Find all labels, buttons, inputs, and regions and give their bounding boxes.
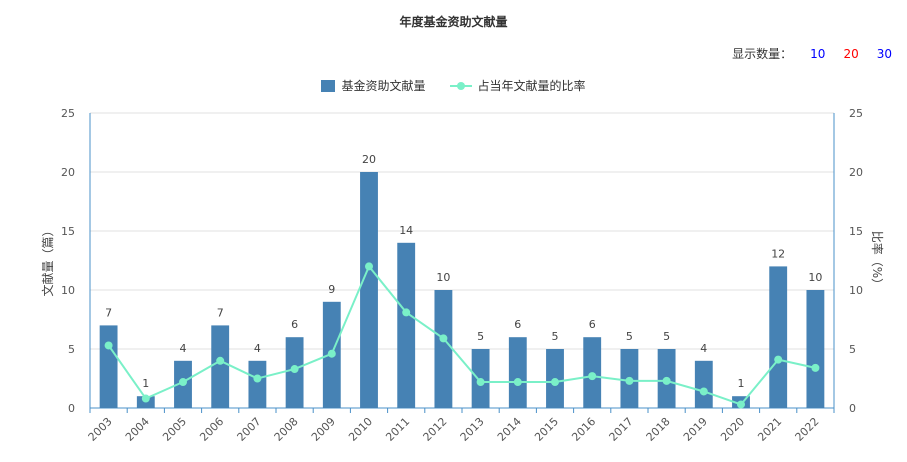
x-tick-label: 2011 bbox=[383, 415, 412, 444]
x-tick-label: 2004 bbox=[123, 415, 152, 444]
x-tick-label: 2020 bbox=[718, 415, 747, 444]
x-tick-label: 2022 bbox=[793, 415, 822, 444]
line-point bbox=[625, 376, 634, 385]
bar bbox=[397, 242, 416, 408]
x-tick-label: 2014 bbox=[495, 415, 524, 444]
y-left-tick-label: 25 bbox=[61, 107, 75, 120]
bar bbox=[508, 337, 527, 408]
line-point bbox=[588, 372, 597, 381]
legend-line-label: 占当年文献量的比率 bbox=[477, 79, 586, 93]
chart-legend: 基金资助文献量 占当年文献量的比率 bbox=[0, 77, 907, 94]
x-tick-label: 2012 bbox=[421, 415, 450, 444]
line-point bbox=[327, 349, 336, 358]
bar-value-label: 1 bbox=[738, 377, 745, 390]
bar bbox=[360, 172, 378, 408]
y-right-tick-label: 20 bbox=[849, 166, 863, 179]
line-point bbox=[179, 378, 187, 387]
bar-value-label: 9 bbox=[328, 283, 335, 296]
legend-line-swatch bbox=[449, 80, 472, 92]
y-right-tick-label: 25 bbox=[849, 107, 863, 120]
legend-item-line-series[interactable]: 占当年文献量的比率 bbox=[449, 77, 586, 94]
bar-value-label: 1 bbox=[142, 377, 149, 390]
line-point bbox=[104, 341, 113, 350]
bar-value-label: 6 bbox=[291, 318, 298, 331]
display-count-selector: 显示数量： 10 20 30 bbox=[732, 45, 892, 62]
bar bbox=[694, 360, 713, 408]
line-point bbox=[439, 334, 448, 343]
line-point bbox=[551, 378, 559, 387]
series-line bbox=[107, 264, 816, 406]
line-point bbox=[402, 308, 411, 317]
x-tick-label: 2010 bbox=[346, 415, 375, 444]
y-left-axis-title: 文献量（篇） bbox=[40, 224, 55, 296]
x-tick-label: 2008 bbox=[272, 415, 301, 444]
bar-value-label: 10 bbox=[436, 271, 450, 284]
x-tick-label: 2003 bbox=[86, 415, 115, 444]
bar-value-label: 5 bbox=[552, 330, 559, 343]
y-left-tick-label: 15 bbox=[61, 225, 75, 238]
x-tick-label: 2007 bbox=[235, 415, 264, 444]
line-point bbox=[216, 356, 225, 365]
legend-bar-label: 基金资助文献量 bbox=[341, 79, 426, 93]
bar-value-label: 7 bbox=[217, 306, 224, 319]
display-count-label: 显示数量： bbox=[732, 47, 793, 61]
bar-value-label: 10 bbox=[808, 271, 822, 284]
bar-value-label: 14 bbox=[399, 224, 413, 237]
x-tick-label: 2013 bbox=[458, 415, 487, 444]
bar bbox=[248, 360, 267, 408]
x-tick-label: 2016 bbox=[569, 415, 598, 444]
line-point bbox=[476, 378, 485, 387]
line-point bbox=[253, 374, 262, 383]
display-count-option-10[interactable]: 10 bbox=[810, 46, 826, 61]
y-left-tick-label: 20 bbox=[61, 166, 75, 179]
display-count-option-20[interactable]: 20 bbox=[843, 46, 859, 61]
x-tick-label: 2021 bbox=[755, 415, 784, 444]
line-point bbox=[141, 394, 150, 403]
legend-bar-swatch bbox=[321, 79, 336, 92]
display-count-option-30[interactable]: 30 bbox=[876, 46, 892, 61]
bar-value-label: 12 bbox=[771, 247, 785, 260]
line-point bbox=[662, 376, 671, 385]
y-left-tick-label: 5 bbox=[68, 343, 75, 356]
bar bbox=[434, 290, 453, 408]
line-point bbox=[290, 365, 299, 374]
bar-value-label: 6 bbox=[589, 318, 596, 331]
bar-value-label: 6 bbox=[514, 318, 521, 331]
bar-value-label: 4 bbox=[700, 342, 707, 355]
bar bbox=[211, 325, 230, 408]
bar-value-label: 5 bbox=[477, 330, 484, 343]
bar-value-label: 4 bbox=[180, 342, 187, 355]
bar-value-label: 20 bbox=[362, 153, 376, 166]
bar-value-label: 5 bbox=[626, 330, 633, 343]
y-left-tick-label: 10 bbox=[61, 284, 75, 297]
y-right-tick-label: 0 bbox=[849, 402, 856, 415]
bar bbox=[806, 290, 825, 408]
bar bbox=[99, 325, 118, 408]
x-tick-label: 2006 bbox=[197, 415, 226, 444]
y-right-tick-label: 15 bbox=[849, 225, 863, 238]
legend-item-bar-series[interactable]: 基金资助文献量 bbox=[321, 77, 426, 94]
line-point bbox=[365, 262, 373, 271]
line-point bbox=[513, 378, 522, 387]
x-tick-label: 2015 bbox=[532, 415, 561, 444]
line-point bbox=[774, 355, 783, 364]
y-right-tick-label: 10 bbox=[849, 284, 863, 297]
y-right-tick-label: 5 bbox=[849, 343, 856, 356]
chart-title: 年度基金资助文献量 bbox=[399, 15, 508, 29]
bar-value-label: 4 bbox=[254, 342, 261, 355]
y-right-axis-title: 比率（%） bbox=[870, 231, 885, 290]
line-point bbox=[737, 400, 745, 409]
x-tick-label: 2018 bbox=[644, 415, 673, 444]
x-tick-label: 2005 bbox=[160, 415, 189, 444]
x-tick-label: 2017 bbox=[607, 415, 636, 444]
bar-value-label: 5 bbox=[663, 330, 670, 343]
bar bbox=[769, 266, 788, 408]
y-left-tick-label: 0 bbox=[68, 402, 75, 415]
line-point bbox=[811, 363, 820, 372]
bar-value-label: 7 bbox=[105, 306, 112, 319]
x-tick-label: 2019 bbox=[681, 415, 710, 444]
line-point bbox=[699, 387, 708, 396]
x-tick-label: 2009 bbox=[309, 415, 338, 444]
